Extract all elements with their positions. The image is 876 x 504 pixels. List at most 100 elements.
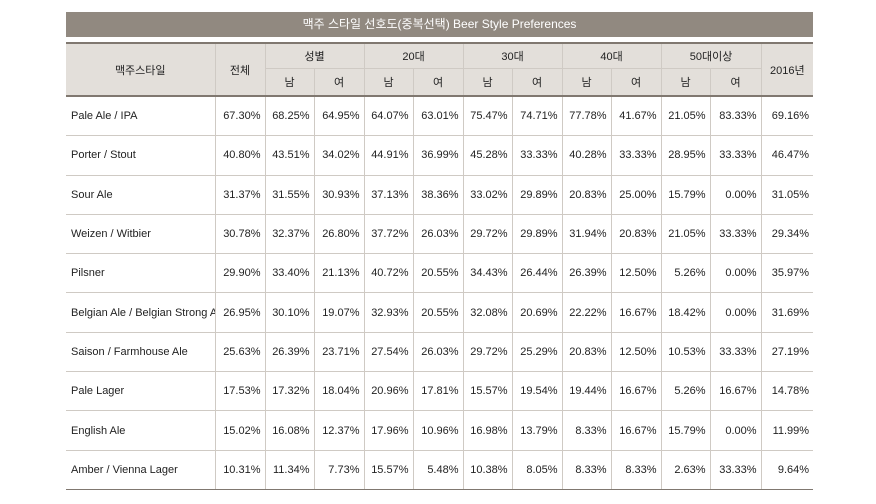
table-cell: 0.00% (709, 292, 762, 333)
table-row: Pilsner 29.90% 33.40% 21.13% 40.72% 20.55% 34.… (66, 253, 814, 294)
row-label: English Ale (66, 410, 216, 451)
header-style: 맥주스타일 (66, 42, 216, 97)
table-cell: 74.71% (511, 95, 563, 137)
table-cell: 10.53% (660, 331, 711, 373)
table-cell: 33.33% (511, 135, 563, 176)
table-row: Pale Ale / IPA 67.30% 68.25% 64.95% 64.07% 63… (66, 95, 814, 137)
table-cell: 38.36% (412, 174, 464, 215)
table-cell: 20.83% (561, 331, 612, 373)
table-cell: 33.02% (462, 174, 513, 215)
header-male: 남 (660, 68, 711, 97)
table-cell: 17.96% (363, 410, 414, 451)
table-cell: 0.00% (709, 174, 762, 215)
table-row: English Ale 15.02% 16.08% 12.37% 17.96% 10.96… (66, 410, 814, 451)
table-cell: 25.63% (214, 331, 266, 373)
header-total: 전체 (214, 42, 266, 97)
table-row: Amber / Vienna Lager 10.31% 11.34% 7.73% 15.… (66, 449, 814, 490)
table-cell: 63.01% (412, 95, 464, 137)
header-male: 남 (363, 68, 414, 97)
table-cell: 68.25% (264, 95, 315, 137)
table-cell: 10.96% (412, 410, 464, 451)
table-cell: 15.79% (660, 410, 711, 451)
table-cell: 16.08% (264, 410, 315, 451)
table-title: 맥주 스타일 선호도(중복선택) Beer Style Preferences (66, 12, 813, 37)
table-cell: 14.78% (760, 371, 814, 412)
header-age40: 40대 (561, 42, 662, 69)
table-cell: 10.31% (214, 449, 266, 490)
table-cell: 15.79% (660, 174, 711, 215)
table-cell: 18.04% (313, 371, 365, 412)
table-cell: 31.37% (214, 174, 266, 215)
table-cell: 36.99% (412, 135, 464, 176)
table-cell: 15.57% (363, 449, 414, 490)
row-label: Pale Lager (66, 371, 216, 412)
table-cell: 33.33% (709, 135, 762, 176)
table-cell: 16.67% (610, 410, 662, 451)
table-cell: 33.33% (709, 213, 762, 255)
table-cell: 8.33% (561, 449, 612, 490)
beer-style-table: 맥주스타일 전체 성별 20대 30대 40대 50대이상 2016년 남 여 … (66, 42, 814, 490)
row-label: Pilsner (66, 253, 216, 294)
header-male: 남 (265, 68, 315, 97)
table-cell: 34.43% (462, 253, 513, 294)
table-cell: 32.93% (363, 292, 414, 333)
table-cell: 43.51% (264, 135, 315, 176)
table-row: Saison / Farmhouse Ale 25.63% 26.39% 23.71%… (66, 331, 814, 373)
row-label: Sour Ale (66, 174, 216, 215)
table-cell: 9.64% (760, 449, 814, 490)
table-cell: 31.94% (561, 213, 612, 255)
table-cell: 26.95% (214, 292, 266, 333)
table-cell: 20.83% (610, 213, 662, 255)
table-cell: 15.02% (214, 410, 266, 451)
header-male: 남 (462, 68, 513, 97)
header-female: 여 (709, 68, 762, 97)
table-cell: 19.07% (313, 292, 365, 333)
table-cell: 29.89% (511, 174, 563, 215)
table-cell: 33.33% (709, 331, 762, 373)
table-cell: 26.80% (313, 213, 365, 255)
table-cell: 11.99% (760, 410, 814, 451)
table-cell: 27.19% (760, 331, 814, 373)
table-cell: 16.67% (709, 371, 762, 412)
table-body: Pale Ale / IPA 67.30% 68.25% 64.95% 64.07% 63… (66, 95, 814, 490)
header-female: 여 (511, 68, 563, 97)
table-cell: 40.80% (214, 135, 266, 176)
table-cell: 16.67% (610, 371, 662, 412)
table-cell: 22.22% (561, 292, 612, 333)
table-cell: 32.08% (462, 292, 513, 333)
table-cell: 31.05% (760, 174, 814, 215)
table-cell: 8.33% (610, 449, 662, 490)
header-gender: 성별 (264, 42, 365, 69)
table-cell: 17.81% (412, 371, 464, 412)
table-cell: 37.72% (363, 213, 414, 255)
table-cell: 37.13% (363, 174, 414, 215)
table-cell: 16.67% (610, 292, 662, 333)
table-cell: 5.48% (412, 449, 464, 490)
table-cell: 35.97% (760, 253, 814, 294)
table-cell: 40.72% (363, 253, 414, 294)
table-cell: 25.00% (610, 174, 662, 215)
table-cell: 16.98% (462, 410, 513, 451)
table-cell: 12.50% (610, 253, 662, 294)
table-row: Sour Ale 31.37% 31.55% 30.93% 37.13% 38.36% 33… (66, 174, 814, 215)
table-cell: 20.69% (511, 292, 563, 333)
table-cell: 26.03% (412, 213, 464, 255)
table-cell: 33.40% (264, 253, 315, 294)
table-cell: 75.47% (462, 95, 513, 137)
table-cell: 30.93% (313, 174, 365, 215)
table-cell: 21.05% (660, 95, 711, 137)
table-cell: 34.02% (313, 135, 365, 176)
header-female: 여 (610, 68, 662, 97)
table-cell: 12.37% (313, 410, 365, 451)
table-cell: 25.29% (511, 331, 563, 373)
table-cell: 15.57% (462, 371, 513, 412)
table-cell: 29.72% (462, 213, 513, 255)
table-row: Belgian Ale / Belgian Strong Ale 26.95% 30… (66, 292, 814, 333)
table-cell: 20.55% (412, 292, 464, 333)
table-cell: 26.03% (412, 331, 464, 373)
table-cell: 45.28% (462, 135, 513, 176)
table-cell: 44.91% (363, 135, 414, 176)
header-age30: 30대 (462, 42, 563, 69)
table-cell: 11.34% (264, 449, 315, 490)
header-female: 여 (412, 68, 464, 97)
